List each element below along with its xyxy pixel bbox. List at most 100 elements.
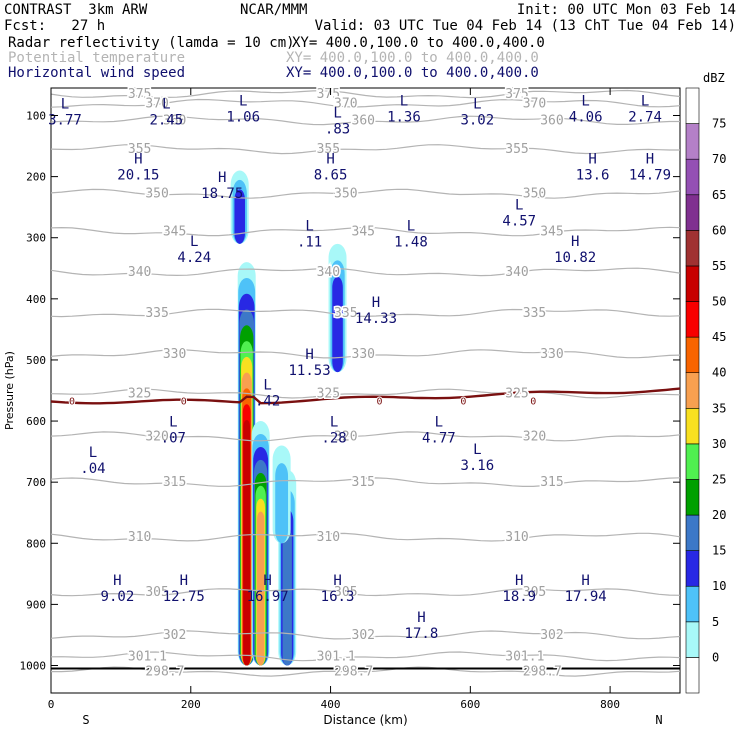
theta-label-315-2: 315 <box>540 475 563 490</box>
theta-label-302-1: 302 <box>352 628 375 643</box>
theta-contour-330 <box>51 349 680 359</box>
reflectivity-cell-1-level-8 <box>257 511 265 666</box>
colorbar-bin-14 <box>685 158 700 196</box>
theta-contour-310 <box>51 532 680 542</box>
theta-label-301.1-0: 301.1 <box>128 649 167 664</box>
wind-extremum-symbol-26: H <box>113 573 121 589</box>
theta-label-345-2: 345 <box>540 225 563 240</box>
theta-label-340-2: 340 <box>505 265 528 280</box>
theta-contour-335 <box>51 308 680 318</box>
theta-contour-375 <box>51 89 680 99</box>
colorbar-bin-7 <box>685 407 700 445</box>
field-xy-wind: XY= 400.0,100.0 to 400.0,400.0 <box>286 65 539 81</box>
colorbar-bin-9 <box>685 336 700 374</box>
theta-label-345-0: 345 <box>163 225 186 240</box>
wind-extremum-value-6: 4.06 <box>569 109 603 125</box>
theta-label-370-2: 370 <box>523 96 546 111</box>
wind-extremum-value-5: 3.02 <box>460 113 494 129</box>
zero-isotherm <box>51 387 680 405</box>
wind-extremum-value-27: 12.75 <box>163 589 205 605</box>
theta-label-302-0: 302 <box>163 628 186 643</box>
theta-label-315-0: 315 <box>163 475 186 490</box>
colorbar-bin-3 <box>685 550 700 587</box>
wind-extremum-symbol-22: L <box>330 414 338 430</box>
x-tick-label-0: 0 <box>48 698 55 711</box>
field-name-wind: Horizontal wind speed <box>8 65 186 81</box>
theta-label-325-2: 325 <box>505 387 528 402</box>
theta-label-330-0: 330 <box>163 347 186 362</box>
wind-extremum-symbol-0: L <box>61 97 69 113</box>
zero-isotherm-label-2: 0 <box>376 397 382 408</box>
colorbar-bin-2 <box>685 585 700 623</box>
forecast-hour: Fcst: 27 h <box>4 18 106 34</box>
theta-contour-301.1 <box>51 651 680 662</box>
wind-extremum-value-4: 1.36 <box>387 109 421 125</box>
x-end-label-right: N <box>655 713 662 727</box>
theta-contour-315 <box>51 477 680 487</box>
theta-label-310-2: 310 <box>505 530 528 545</box>
colorbar-bin-15 <box>685 123 700 160</box>
theta-label-305-2: 305 <box>523 585 546 600</box>
field-name-theta: Potential temperature <box>8 50 186 66</box>
theta-label-310-0: 310 <box>128 530 151 545</box>
wind-extremum-value-2: 1.06 <box>226 109 260 125</box>
theta-contour-370 <box>51 98 680 108</box>
theta-label-325-0: 325 <box>128 387 151 402</box>
theta-label-320-1: 320 <box>334 429 357 444</box>
wind-extremum-symbol-20: L <box>263 378 271 394</box>
wind-extremum-value-21: .07 <box>161 430 186 446</box>
theta-label-340-0: 340 <box>128 265 151 280</box>
reflectivity-cell-2-level-4 <box>282 528 292 666</box>
plot-content <box>51 89 680 677</box>
colorbar-level-15: 15 <box>712 544 726 558</box>
x-end-label-left: S <box>82 713 89 727</box>
wind-extremum-symbol-19: H <box>305 347 313 363</box>
y-tick-label-100: 100 <box>26 110 46 123</box>
theta-label-301.1-2: 301.1 <box>505 649 544 664</box>
colorbar-bin-13 <box>685 194 700 231</box>
wind-extremum-symbol-24: L <box>89 445 97 461</box>
reflectivity-cell-5-level-3 <box>234 189 245 244</box>
theta-label-320-0: 320 <box>145 429 168 444</box>
theta-label-355-1: 355 <box>317 142 340 157</box>
colorbar-level-30: 30 <box>712 437 726 451</box>
y-tick-label-500: 500 <box>26 354 46 367</box>
wind-extremum-symbol-25: L <box>473 442 481 458</box>
colorbar-level-65: 65 <box>712 188 726 202</box>
colorbar-bin-0 <box>685 657 700 694</box>
wind-extremum-symbol-12: H <box>646 152 654 168</box>
wind-extremum-value-22: .28 <box>321 430 346 446</box>
theta-label-298.7-1: 298.7 <box>334 665 373 680</box>
colorbar-level-5: 5 <box>712 615 719 629</box>
field-xy-theta: XY= 400.0,100.0 to 400.0,400.0 <box>286 50 539 66</box>
field-xy-reflectivity: XY= 400.0,100.0 to 400.0,400.0 <box>292 35 545 51</box>
y-tick-label-700: 700 <box>26 476 46 489</box>
y-tick-label-300: 300 <box>26 232 46 245</box>
wind-extremum-symbol-9: H <box>218 170 226 186</box>
model-title: CONTRAST 3km ARW <box>4 2 148 18</box>
theta-label-375-1: 375 <box>317 87 340 102</box>
theta-label-355-0: 355 <box>128 142 151 157</box>
theta-label-345-1: 345 <box>352 225 375 240</box>
theta-contour-302 <box>51 630 680 640</box>
colorbar-bin-1 <box>685 621 700 658</box>
producer-label: NCAR/MMM <box>240 2 308 18</box>
theta-label-305-0: 305 <box>145 585 168 600</box>
colorbar-bin-8 <box>685 372 700 409</box>
wind-extremum-symbol-15: L <box>515 197 523 213</box>
theta-label-325-1: 325 <box>317 387 340 402</box>
colorbar-level-25: 25 <box>712 472 726 486</box>
zero-isotherm-label-3: 0 <box>460 397 466 408</box>
theta-label-360-2: 360 <box>540 113 563 128</box>
theta-label-330-2: 330 <box>540 347 563 362</box>
wind-extremum-value-26: 9.02 <box>101 589 135 605</box>
zero-isotherm-label-4: 0 <box>530 397 536 408</box>
colorbar-level-0: 0 <box>712 650 719 664</box>
reflectivity-cell-0-level-11 <box>243 419 251 666</box>
colorbar-level-50: 50 <box>712 295 726 309</box>
y-axis-label: Pressure (hPa) <box>3 351 16 430</box>
wind-extremum-value-18: 14.33 <box>355 311 397 327</box>
theta-label-340-1: 340 <box>317 265 340 280</box>
wind-extremum-value-30: 17.8 <box>405 626 439 642</box>
